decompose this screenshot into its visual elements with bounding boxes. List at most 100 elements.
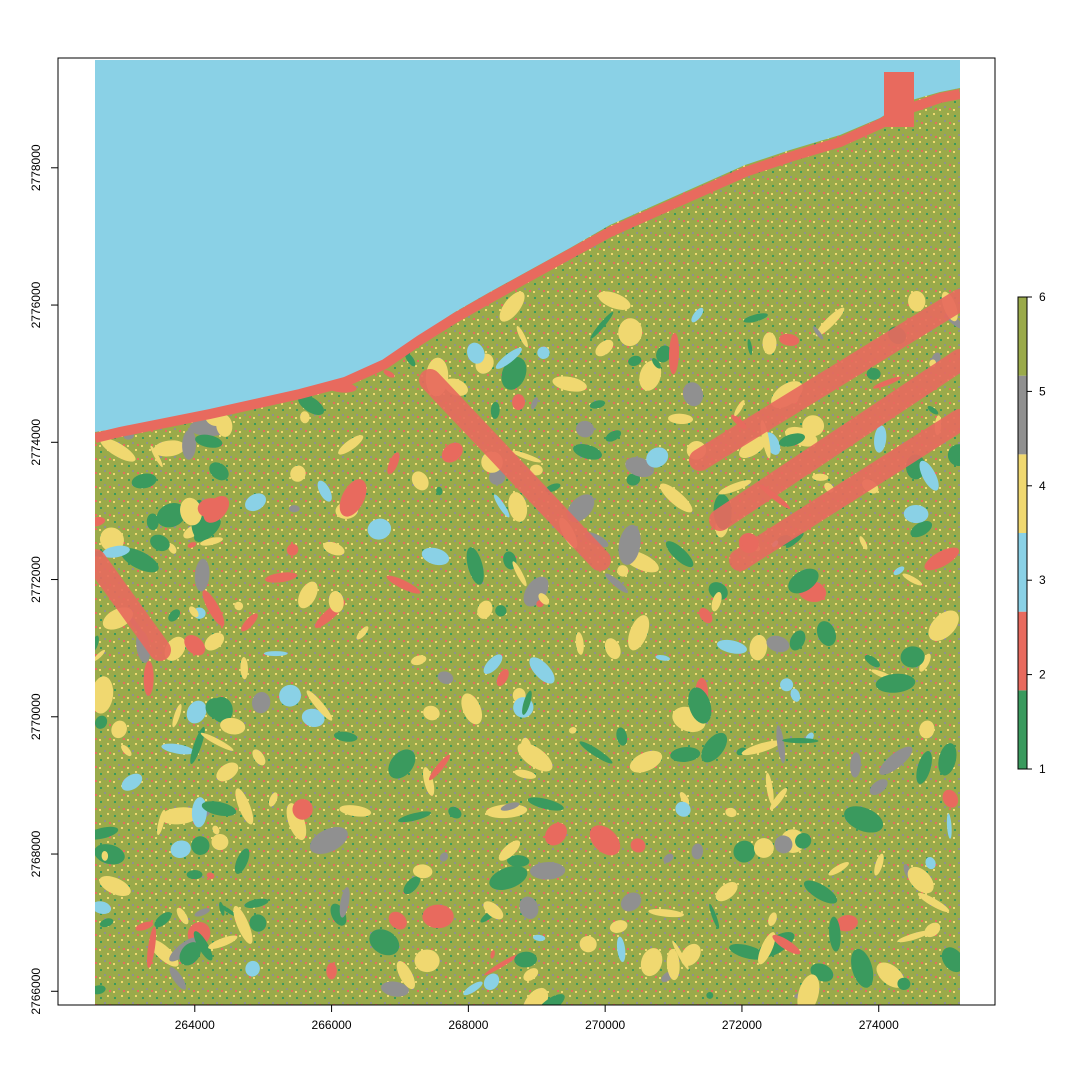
land-cover-patch (101, 850, 109, 861)
land-cover-patch (709, 903, 720, 929)
land-cover-patch (579, 935, 597, 953)
land-cover-patch (95, 901, 112, 915)
land-cover-patch (785, 532, 804, 548)
land-cover-patch (529, 657, 555, 684)
land-cover-patch (286, 543, 299, 556)
legend-frame (1017, 296, 1028, 770)
land-cover-patch (220, 717, 246, 735)
land-cover-patch (900, 646, 925, 668)
land-cover-patch (812, 473, 829, 481)
land-cover-patch (161, 743, 195, 755)
land-cover-patch (668, 413, 694, 425)
land-cover-patch (201, 801, 237, 817)
land-cover-patch (211, 833, 229, 851)
land-cover-patch (716, 639, 748, 654)
land-cover-patch (339, 887, 350, 918)
land-cover-patch (288, 505, 300, 513)
land-cover-patch (776, 725, 786, 764)
land-cover-patch (317, 480, 332, 502)
land-cover-patch (620, 892, 642, 912)
y-tick-label: 2776000 (29, 281, 43, 328)
land-cover-patch (866, 368, 881, 380)
land-cover-patch (618, 318, 643, 347)
land-cover-patch (170, 840, 191, 858)
land-cover-patch (919, 460, 939, 491)
land-cover-patch (699, 608, 713, 624)
land-cover-patch (869, 779, 888, 795)
land-cover-patch (423, 767, 435, 796)
land-cover-patch (411, 655, 427, 666)
land-cover-patch (507, 855, 530, 867)
land-cover-patch (897, 977, 911, 991)
land-cover-patch (516, 326, 529, 348)
y-tick-label: 2774000 (29, 419, 43, 466)
land-cover-patch (691, 843, 704, 860)
land-cover-patch (160, 807, 200, 825)
shoreline-urban-strip (95, 89, 960, 443)
land-cover-patch (769, 787, 788, 810)
land-cover-patch (208, 935, 238, 949)
land-cover-patch (99, 527, 124, 552)
land-cover-patch (508, 492, 528, 522)
land-cover-patch (529, 862, 566, 880)
land-cover-patch (919, 720, 935, 739)
x-axis: 264000 266000 268000 270000 272000 274000 (175, 1004, 899, 1032)
y-tick-label: 2766000 (29, 968, 43, 1015)
land-cover-patch (514, 769, 537, 779)
land-cover-patch (147, 926, 157, 969)
land-cover-patch (893, 566, 905, 576)
land-cover-patch (941, 947, 960, 973)
land-cover-patch (169, 967, 187, 990)
land-cover-patch (519, 896, 539, 920)
land-cover-patch (589, 825, 621, 856)
y-tick-label: 2772000 (29, 556, 43, 603)
urban-corridor (689, 289, 960, 471)
land-cover-patch (628, 355, 642, 367)
land-cover-patch (333, 731, 358, 742)
land-cover-patch (197, 498, 224, 518)
land-cover-patch (200, 537, 223, 546)
legend-colorbar: 1 2 3 4 5 6 (1017, 290, 1046, 776)
y-tick-label: 2778000 (29, 144, 43, 191)
land-cover-patch (306, 690, 333, 721)
x-tick-label: 268000 (448, 1018, 488, 1032)
land-cover-patch (216, 762, 239, 782)
x-tick-label: 266000 (312, 1018, 352, 1032)
land-cover-patch (782, 738, 819, 744)
land-cover-patch (630, 838, 646, 853)
land-cover-patch (545, 483, 561, 493)
land-cover-patch (897, 930, 931, 943)
land-cover-patch (264, 572, 298, 583)
land-cover-patch (95, 649, 106, 662)
land-cover-patch (628, 615, 650, 651)
land-cover-patch (511, 450, 542, 463)
land-cover-patch (688, 687, 712, 724)
land-cover-patch (483, 654, 503, 675)
land-cover-patch (383, 370, 395, 378)
land-cover-patch (655, 654, 671, 661)
land-cover-patch (605, 430, 622, 442)
land-cover-patch (441, 442, 463, 463)
land-cover-patch (768, 912, 777, 926)
land-cover-patch (182, 429, 197, 460)
land-cover-patch (514, 951, 538, 968)
land-cover-patch (212, 825, 220, 835)
y-tick-label: 2768000 (29, 830, 43, 877)
land-cover-patch (326, 962, 337, 980)
x-tick-label: 270000 (585, 1018, 625, 1032)
land-cover-patch (758, 932, 776, 965)
land-cover-patch (530, 464, 543, 476)
land-cover-patch (386, 575, 421, 594)
land-cover-patch (356, 626, 369, 640)
land-cover-patch (946, 813, 952, 839)
land-cover-patch (168, 543, 177, 554)
land-cover-patch (233, 905, 253, 944)
land-cover-patch (552, 376, 587, 392)
land-cover-patch (190, 726, 205, 765)
land-cover-patch (298, 581, 318, 609)
land-cover-patch (143, 660, 154, 696)
land-cover-patch (718, 480, 752, 495)
land-cover-patch (206, 872, 215, 879)
land-cover-patch (495, 605, 507, 617)
